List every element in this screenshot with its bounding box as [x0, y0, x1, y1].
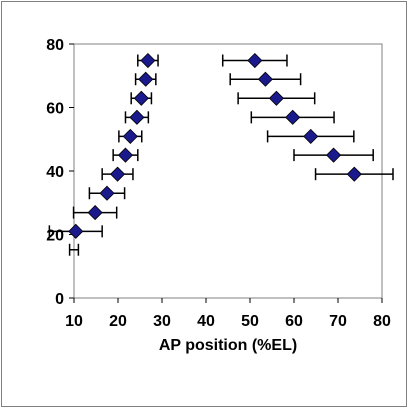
x-tick-label: 70 — [329, 313, 347, 330]
data-point-diamond — [133, 90, 149, 106]
data-point-diamond — [109, 166, 126, 182]
y-tick-label: 0 — [55, 291, 64, 308]
y-tick-label: 80 — [46, 37, 64, 54]
x-tick-label: 10 — [65, 313, 83, 330]
data-point-diamond — [117, 147, 134, 163]
x-tick-label: 50 — [241, 313, 259, 330]
x-tick-labels: 10 20 30 40 50 60 70 80 — [65, 313, 391, 330]
data-point-diamond — [99, 185, 115, 201]
data-markers — [68, 52, 362, 239]
y-tick-label: 60 — [46, 101, 64, 118]
data-point-diamond — [138, 71, 154, 87]
data-point-diamond — [257, 71, 273, 87]
x-tick-label: 30 — [153, 313, 171, 330]
data-point-diamond — [140, 52, 156, 69]
data-point-diamond — [268, 90, 284, 106]
x-axis-title: AP position (%EL) — [159, 337, 297, 354]
data-point-diamond — [122, 128, 138, 144]
data-point-diamond — [326, 147, 342, 163]
data-point-diamond — [87, 205, 103, 221]
x-tick-label: 20 — [109, 313, 127, 330]
y-tick-label: 40 — [46, 164, 64, 181]
data-point-diamond — [247, 52, 263, 69]
data-point-diamond — [285, 109, 301, 125]
x-tick-label: 60 — [285, 313, 303, 330]
data-point-diamond — [303, 128, 319, 144]
data-point-diamond — [346, 166, 362, 182]
data-point-diamond — [68, 223, 84, 239]
data-point-diamond — [129, 109, 145, 125]
x-tick-label: 80 — [373, 313, 391, 330]
x-tick-label: 40 — [197, 313, 215, 330]
plot-area — [73, 43, 383, 299]
